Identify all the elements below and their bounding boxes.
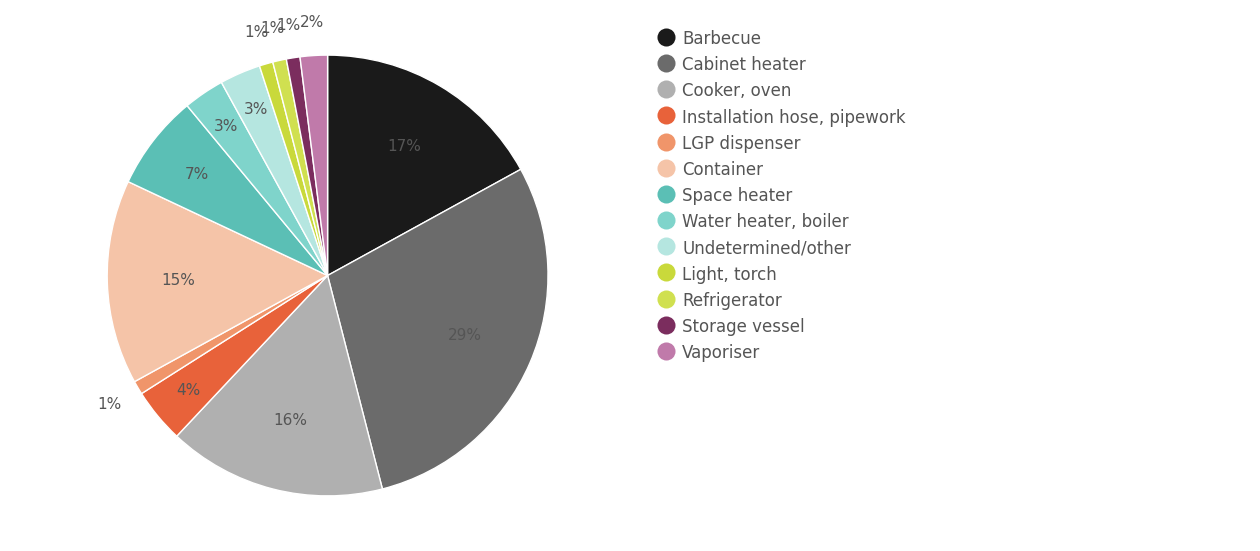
Text: 1%: 1% xyxy=(276,18,300,33)
Text: 17%: 17% xyxy=(387,139,421,154)
Text: 7%: 7% xyxy=(185,167,209,182)
Wedge shape xyxy=(286,57,328,276)
Wedge shape xyxy=(222,66,328,276)
Wedge shape xyxy=(176,276,383,496)
Text: 1%: 1% xyxy=(260,20,285,36)
Wedge shape xyxy=(300,55,328,276)
Wedge shape xyxy=(107,182,328,382)
Text: 29%: 29% xyxy=(449,327,483,343)
Text: 3%: 3% xyxy=(214,118,238,133)
Wedge shape xyxy=(129,106,328,276)
Text: 4%: 4% xyxy=(176,383,200,398)
Text: 1%: 1% xyxy=(244,25,270,40)
Wedge shape xyxy=(188,82,328,276)
Legend: Barbecue, Cabinet heater, Cooker, oven, Installation hose, pipework, LGP dispens: Barbecue, Cabinet heater, Cooker, oven, … xyxy=(658,25,911,367)
Wedge shape xyxy=(260,62,328,276)
Wedge shape xyxy=(328,169,548,489)
Text: 16%: 16% xyxy=(273,413,307,428)
Text: 1%: 1% xyxy=(97,397,121,412)
Wedge shape xyxy=(135,276,328,393)
Text: 3%: 3% xyxy=(243,102,268,117)
Text: 2%: 2% xyxy=(300,15,324,30)
Wedge shape xyxy=(272,59,328,276)
Wedge shape xyxy=(328,55,520,276)
Wedge shape xyxy=(141,276,328,436)
Text: 15%: 15% xyxy=(161,273,195,288)
